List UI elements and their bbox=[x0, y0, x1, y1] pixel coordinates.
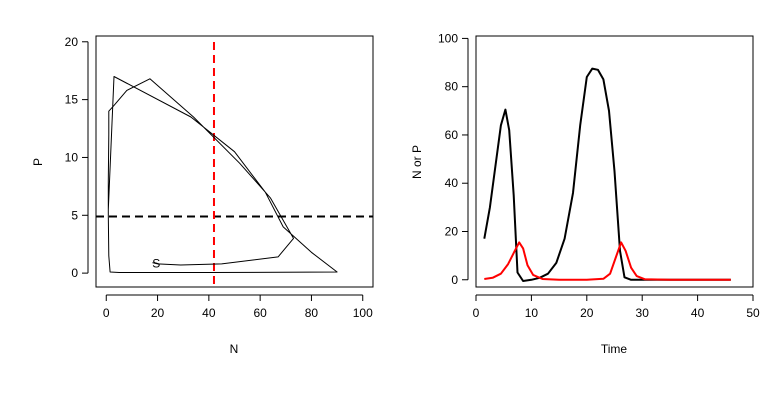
y-tick-label: 60 bbox=[445, 128, 459, 142]
x-tick-label: 20 bbox=[580, 306, 594, 320]
y-axis-title: N or P bbox=[410, 145, 424, 179]
y-tick-label: 40 bbox=[445, 176, 459, 190]
plot-frame bbox=[475, 35, 754, 288]
x-axis-title: N bbox=[230, 342, 239, 356]
x-tick-label: 10 bbox=[525, 306, 539, 320]
series-line-1 bbox=[484, 241, 731, 281]
plot-frame bbox=[95, 35, 374, 288]
series-layer bbox=[107, 76, 338, 273]
y-tick-label: 80 bbox=[445, 80, 459, 94]
time-series-panel: 0 10 20 30 40 50 0 20 40 60 80 100 Time N or P bbox=[410, 31, 760, 356]
y-tick-label: 0 bbox=[451, 273, 458, 287]
y-tick-label: 20 bbox=[65, 35, 79, 49]
annotations: S bbox=[152, 257, 160, 271]
x-tick-label: 30 bbox=[636, 306, 650, 320]
y-axis: 0 5 10 15 20 bbox=[65, 35, 89, 280]
series-line-0 bbox=[107, 76, 338, 273]
x-axis-title: Time bbox=[601, 342, 628, 356]
start-annotation: S bbox=[152, 257, 160, 271]
x-tick-label: 20 bbox=[151, 306, 165, 320]
y-axis: 0 20 40 60 80 100 bbox=[438, 31, 469, 287]
x-tick-label: 0 bbox=[103, 306, 110, 320]
x-tick-label: 40 bbox=[202, 306, 216, 320]
y-tick-label: 100 bbox=[438, 31, 458, 45]
x-tick-label: 100 bbox=[353, 306, 373, 320]
y-tick-label: 5 bbox=[71, 208, 78, 222]
y-tick-label: 15 bbox=[65, 93, 79, 107]
series-line-0 bbox=[483, 67, 731, 282]
y-tick-label: 20 bbox=[445, 224, 459, 238]
series-layer bbox=[483, 67, 731, 282]
x-tick-label: 0 bbox=[473, 306, 480, 320]
y-axis-title: P bbox=[31, 158, 45, 166]
x-axis: 0 10 20 30 40 50 bbox=[473, 294, 760, 320]
x-tick-label: 50 bbox=[746, 306, 760, 320]
reference-lines bbox=[96, 42, 373, 287]
y-tick-label: 10 bbox=[65, 150, 79, 164]
x-tick-label: 80 bbox=[305, 306, 319, 320]
y-tick-label: 0 bbox=[71, 266, 78, 280]
x-tick-label: 40 bbox=[691, 306, 705, 320]
x-tick-label: 60 bbox=[253, 306, 267, 320]
phase-plane-panel: 0 20 40 60 80 100 0 5 10 15 20 S N P bbox=[31, 35, 374, 356]
x-axis: 0 20 40 60 80 100 bbox=[103, 294, 373, 320]
